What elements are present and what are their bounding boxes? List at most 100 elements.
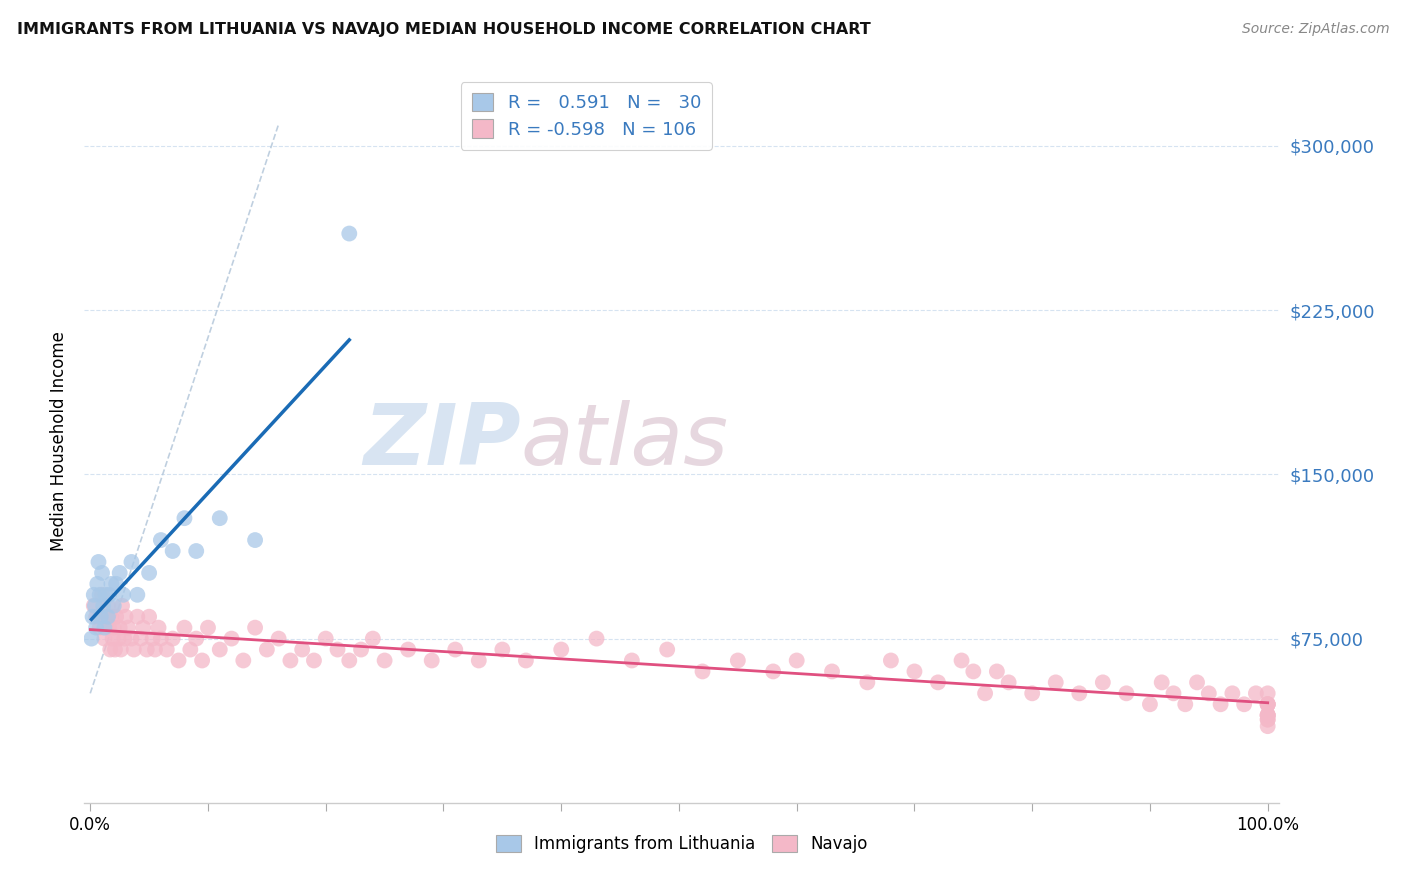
Point: [100, 609, 122, 624]
Point: [1150, 675, 1173, 690]
Point: [326, 642, 349, 657]
Point: [127, 609, 149, 624]
Text: ZIP: ZIP: [363, 400, 520, 483]
Point: [1257, 708, 1279, 723]
Point: [267, 632, 290, 646]
Point: [162, 632, 184, 646]
Point: [1198, 686, 1220, 700]
Y-axis label: Median Household Income: Median Household Income: [49, 332, 67, 551]
Point: [903, 665, 925, 679]
Point: [444, 642, 467, 657]
Point: [1174, 698, 1197, 712]
Point: [280, 653, 302, 667]
Point: [90, 609, 112, 624]
Point: [100, 577, 122, 591]
Point: [112, 588, 135, 602]
Point: [1185, 675, 1208, 690]
Point: [374, 653, 396, 667]
Point: [108, 621, 131, 635]
Point: [110, 642, 132, 657]
Point: [186, 544, 208, 558]
Point: [186, 632, 208, 646]
Point: [132, 621, 155, 635]
Point: [986, 665, 1008, 679]
Point: [173, 511, 195, 525]
Point: [1233, 698, 1256, 712]
Point: [585, 632, 607, 646]
Point: [243, 621, 266, 635]
Point: [86, 577, 108, 591]
Text: atlas: atlas: [520, 400, 728, 483]
Point: [197, 621, 219, 635]
Point: [94, 588, 117, 602]
Point: [114, 609, 136, 624]
Point: [91, 566, 114, 580]
Point: [101, 632, 124, 646]
Point: [80, 632, 103, 646]
Point: [122, 642, 145, 657]
Point: [105, 577, 128, 591]
Point: [129, 632, 152, 646]
Point: [856, 675, 879, 690]
Point: [1139, 698, 1161, 712]
Point: [657, 642, 679, 657]
Point: [1257, 713, 1279, 727]
Point: [98, 588, 121, 602]
Point: [880, 653, 903, 667]
Point: [111, 599, 134, 613]
Point: [138, 609, 160, 624]
Point: [143, 642, 166, 657]
Point: [191, 653, 214, 667]
Point: [149, 632, 172, 646]
Point: [105, 609, 128, 624]
Point: [82, 609, 104, 624]
Point: [83, 588, 105, 602]
Point: [620, 653, 643, 667]
Point: [302, 653, 325, 667]
Point: [107, 632, 129, 646]
Point: [1257, 698, 1279, 712]
Point: [927, 675, 949, 690]
Point: [1257, 686, 1279, 700]
Point: [156, 642, 179, 657]
Point: [1091, 675, 1114, 690]
Point: [97, 599, 120, 613]
Text: Source: ZipAtlas.com: Source: ZipAtlas.com: [1241, 22, 1389, 37]
Point: [148, 621, 170, 635]
Point: [108, 566, 131, 580]
Point: [491, 642, 513, 657]
Point: [315, 632, 337, 646]
Point: [89, 588, 111, 602]
Point: [361, 632, 384, 646]
Point: [997, 675, 1019, 690]
Point: [1222, 686, 1244, 700]
Point: [1257, 698, 1279, 712]
Legend: Immigrants from Lithuania, Navajo: Immigrants from Lithuania, Navajo: [489, 828, 875, 860]
Point: [256, 642, 278, 657]
Point: [84, 599, 107, 613]
Point: [84, 609, 107, 624]
Point: [1257, 719, 1279, 733]
Point: [96, 609, 118, 624]
Point: [93, 632, 115, 646]
Point: [692, 665, 714, 679]
Point: [1257, 698, 1279, 712]
Point: [93, 621, 115, 635]
Point: [167, 653, 190, 667]
Point: [162, 544, 184, 558]
Point: [1257, 708, 1279, 723]
Point: [1021, 686, 1043, 700]
Point: [120, 555, 142, 569]
Point: [103, 599, 125, 613]
Point: [232, 653, 254, 667]
Point: [84, 621, 107, 635]
Point: [83, 599, 105, 613]
Point: [208, 642, 231, 657]
Point: [91, 599, 114, 613]
Point: [208, 511, 231, 525]
Point: [515, 653, 537, 667]
Point: [291, 642, 314, 657]
Point: [179, 642, 201, 657]
Point: [420, 653, 443, 667]
Point: [135, 642, 157, 657]
